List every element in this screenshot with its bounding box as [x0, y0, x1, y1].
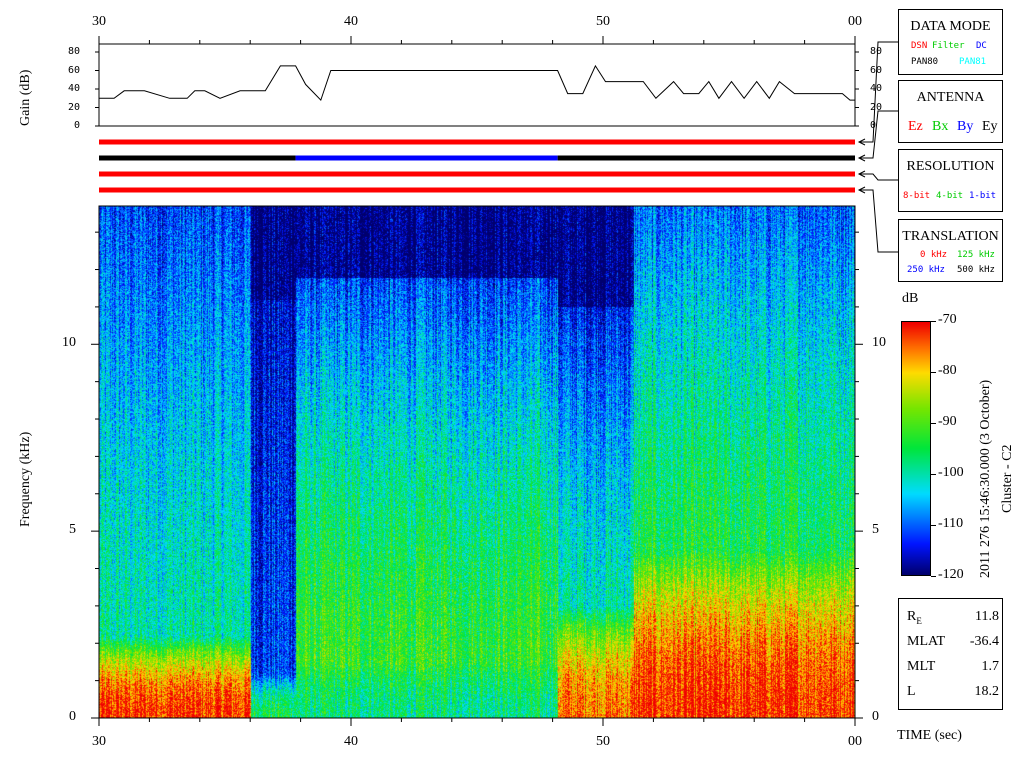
antenna-option-by: By: [957, 119, 974, 134]
translation-option-250khz: 250 kHz: [907, 265, 945, 275]
antenna-option-bx: Bx: [932, 119, 949, 134]
gain-ytick-label-right: 40: [870, 83, 883, 94]
legend-connector-arrow: [857, 138, 866, 146]
legend-connector-arrow: [857, 154, 866, 162]
colorbar-tick: [931, 474, 936, 475]
gain-ytick-label-right: 0: [870, 120, 877, 131]
orbit-key-l: L: [907, 684, 916, 699]
data-mode-title: DATA MODE: [910, 19, 991, 34]
freq-tick-label-left: 5: [69, 522, 76, 538]
colorbar-tick-label: -70: [938, 312, 957, 327]
colorbar: [901, 321, 931, 576]
legend-connectors-layer: [857, 41, 898, 253]
time-tick-label-top: 50: [596, 14, 610, 29]
time-axis-label: TIME (sec): [897, 728, 962, 743]
colorbar-tick: [931, 576, 936, 577]
translation-box: TRANSLATION 0 kHz 125 kHz 250 kHz 500 kH…: [898, 219, 1003, 282]
time-tick-label-bottom: 30: [92, 734, 106, 749]
translation-option-500khz: 500 kHz: [957, 265, 995, 275]
time-tick-label-top: 00: [848, 14, 862, 29]
time-tick-label-bottom: 50: [596, 734, 610, 749]
freq-tick-label-left: 10: [62, 335, 76, 351]
gain-panel-frame: [98, 43, 856, 127]
translation-option-125khz: 125 kHz: [957, 250, 995, 260]
time-tick-label-top: 40: [344, 14, 358, 29]
gain-trace-layer: [99, 64, 855, 102]
colorbar-tick-label: -110: [938, 516, 964, 531]
gain-ytick-label-right: 80: [870, 46, 883, 57]
frequency-axis-label: Frequency (kHz): [18, 431, 33, 527]
time-tick-label-top: 30: [92, 14, 106, 29]
colorbar-tick: [931, 525, 936, 526]
time-tick-label-bottom: 00: [848, 734, 862, 749]
status-bars-layer: [99, 139, 855, 193]
resolution-title: RESOLUTION: [906, 159, 995, 174]
gain-ytick-label-left: 20: [67, 101, 80, 113]
legend-connector: [859, 189, 898, 253]
colorbar-tick-label: -80: [938, 363, 957, 378]
data-mode-option-dsn: DSN: [911, 41, 928, 51]
resolution-box: RESOLUTION 8-bit 4-bit 1-bit: [898, 149, 1003, 212]
translation-option-0khz: 0 kHz: [920, 250, 948, 260]
colorbar-tick: [931, 372, 936, 373]
legend-connector-arrow: [857, 186, 866, 194]
orbit-value-re: 11.8: [975, 609, 999, 624]
colorbar-tick: [931, 423, 936, 424]
time-tick-label-bottom: 40: [344, 734, 358, 749]
freq-tick-label-right: 5: [872, 522, 879, 538]
resolution-option-1bit: 1-bit: [969, 191, 997, 201]
orbit-info-box: RE 11.8 MLAT -36.4 MLT 1.7 L 18.2: [898, 598, 1003, 710]
antenna-title: ANTENNA: [916, 90, 985, 105]
translation-title: TRANSLATION: [902, 229, 999, 244]
legend-connector: [859, 173, 898, 181]
legend-connector: [859, 110, 898, 159]
freq-tick-label-right: 0: [872, 709, 879, 724]
antenna-option-ez: Ez: [908, 119, 923, 134]
freq-tick-label-right: 10: [872, 335, 886, 351]
colorbar-tick-label: -90: [938, 414, 957, 429]
gain-ytick-label-right: 20: [870, 101, 883, 113]
colorbar-tick: [931, 321, 936, 322]
gain-ytick-label-left: 0: [73, 120, 80, 131]
gain-ytick-label-left: 60: [67, 64, 80, 76]
orbit-value-l: 18.2: [974, 684, 1000, 699]
gain-ytick-label-left: 80: [67, 46, 80, 57]
spectrogram-image: [99, 206, 855, 718]
resolution-option-8bit: 8-bit: [903, 191, 931, 201]
gain-ytick-label-right: 60: [870, 64, 883, 76]
orbit-value-mlat: -36.4: [969, 634, 999, 649]
antenna-option-ey: Ey: [982, 119, 998, 134]
gain-ytick-label-left: 40: [67, 83, 80, 94]
colorbar-unit-label: dB: [902, 291, 919, 306]
timestamp-caption: 2011 276 15:46:30.000 (3 October): [978, 379, 993, 578]
spacecraft-caption: Cluster - C2: [1000, 444, 1015, 513]
colorbar-tick-label: -100: [938, 465, 964, 480]
antenna-box: ANTENNA Ez Bx By Ey: [898, 80, 1003, 143]
data-mode-box: DATA MODE DSN Filter DC PAN80 PAN81: [898, 9, 1003, 75]
colorbar-tick-label: -120: [938, 567, 964, 582]
orbit-key-re: RE: [907, 609, 922, 626]
data-mode-option-filter: Filter: [932, 41, 965, 51]
orbit-key-mlt: MLT: [907, 659, 936, 674]
data-mode-option-pan81: PAN81: [959, 57, 987, 67]
data-mode-option-dc: DC: [976, 41, 987, 51]
resolution-option-4bit: 4-bit: [936, 191, 964, 201]
legend-connector-arrow: [857, 170, 866, 178]
freq-tick-label-left: 0: [69, 709, 76, 724]
gain-trace: [99, 64, 855, 102]
orbit-value-mlt: 1.7: [981, 659, 1000, 674]
orbit-key-mlat: MLAT: [907, 634, 946, 649]
legend-connector: [859, 41, 898, 143]
data-mode-option-pan80: PAN80: [911, 57, 939, 67]
gain-axis-label: Gain (dB): [18, 69, 33, 126]
